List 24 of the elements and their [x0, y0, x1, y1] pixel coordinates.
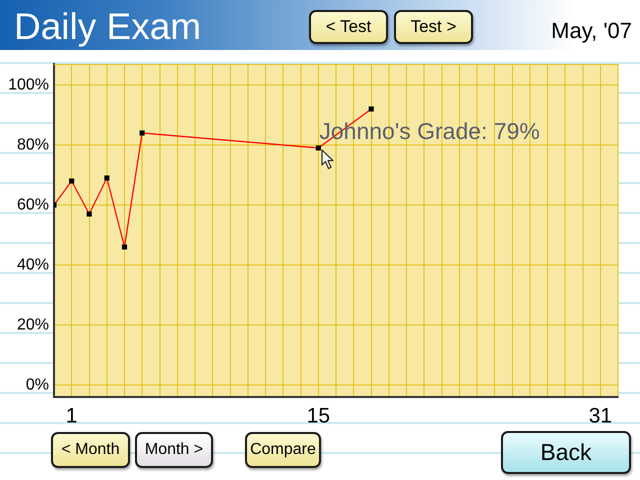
point	[316, 145, 321, 151]
point	[368, 106, 374, 112]
previous-test-button[interactable]: < Test	[309, 10, 388, 44]
y-tick-label: 40%	[16, 256, 49, 274]
y-tick-label: 20%	[16, 316, 49, 334]
back-button[interactable]: Back	[501, 431, 631, 474]
x-tick-label: 15	[306, 404, 330, 428]
x-tick-label: 31	[588, 404, 612, 428]
point	[104, 175, 110, 181]
next-test-button[interactable]: Test >	[394, 10, 473, 44]
compare-button[interactable]: Compare	[245, 432, 321, 468]
y-tick-label: 100%	[8, 76, 49, 94]
previous-month-button[interactable]: < Month	[51, 432, 130, 468]
point	[69, 178, 74, 184]
y-tick-label: 60%	[16, 196, 49, 214]
y-tick-label: 0%	[26, 376, 49, 394]
y-tick-label: 80%	[16, 136, 49, 154]
next-month-button[interactable]: Month >	[135, 432, 213, 468]
chart-subtitle: May, '07	[551, 18, 632, 43]
x-tick-label: 1	[66, 404, 78, 428]
point	[122, 244, 128, 250]
point	[140, 130, 145, 136]
point	[86, 211, 92, 217]
chart-title: Daily Exam	[14, 6, 202, 47]
